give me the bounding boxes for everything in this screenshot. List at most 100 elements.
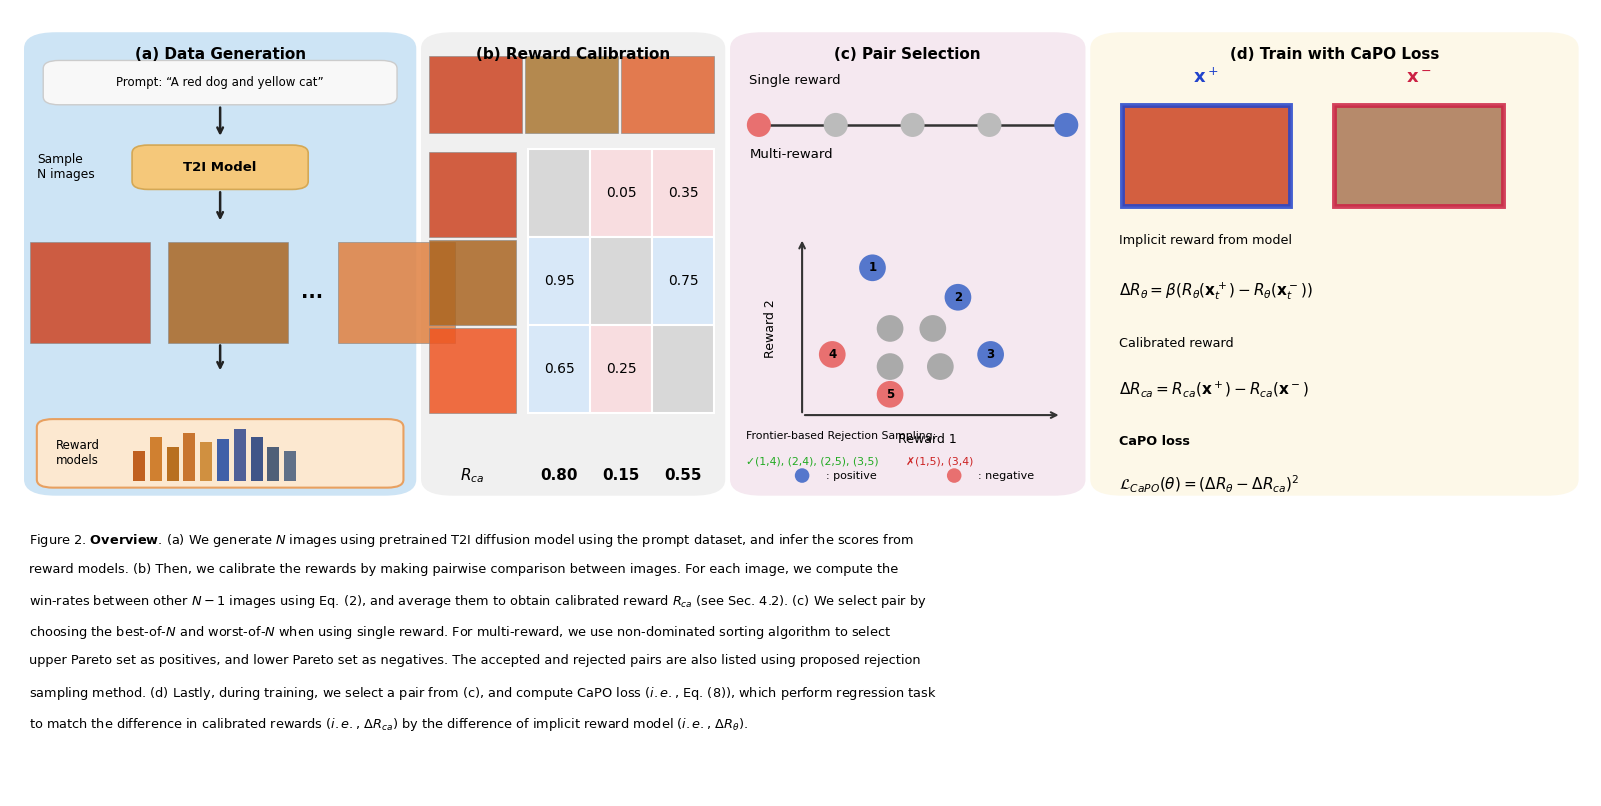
Text: 5: 5 [885,388,895,401]
Text: (a) Data Generation: (a) Data Generation [134,47,306,62]
Text: ✗(1,5), (3,4): ✗(1,5), (3,4) [906,457,973,467]
Point [877,322,903,335]
FancyBboxPatch shape [525,56,618,133]
FancyBboxPatch shape [730,32,1085,496]
Text: Multi-reward: Multi-reward [749,148,833,161]
Text: Figure 2. $\bf{Overview}$. (a) We generate $N$ images using pretrained T2I diffu: Figure 2. $\bf{Overview}$. (a) We genera… [29,532,914,549]
FancyBboxPatch shape [1121,105,1290,206]
FancyBboxPatch shape [1090,32,1579,496]
Text: 0.15: 0.15 [602,468,640,483]
Text: $R_{ca}$: $R_{ca}$ [459,466,485,485]
FancyBboxPatch shape [421,32,725,496]
Text: 0.55: 0.55 [664,468,701,483]
Point [1053,118,1079,131]
Bar [528,237,591,325]
Text: Reward 1: Reward 1 [898,433,957,446]
Text: (b) Reward Calibration: (b) Reward Calibration [475,47,671,62]
FancyBboxPatch shape [24,32,416,496]
Text: Reward
models: Reward models [56,439,99,467]
Text: $\mathcal{L}_{CaPO}(\theta) = (\Delta R_\theta - \Delta R_{ca})^2$: $\mathcal{L}_{CaPO}(\theta) = (\Delta R_… [1119,474,1300,495]
Text: Reward 2: Reward 2 [764,299,776,358]
Bar [250,437,263,481]
Text: $\Delta R_\theta = \beta(R_\theta(\mathbf{x}_t^+) - R_\theta(\mathbf{x}_t^-))$: $\Delta R_\theta = \beta(R_\theta(\mathb… [1119,280,1313,302]
Text: 0.75: 0.75 [668,274,698,288]
FancyBboxPatch shape [43,60,397,105]
Bar [216,439,229,481]
Bar [200,442,211,481]
Text: Implicit reward from model: Implicit reward from model [1119,234,1292,247]
Text: 0.35: 0.35 [668,186,698,200]
Text: CaPO loss: CaPO loss [1119,435,1190,448]
Bar [167,447,179,481]
Bar [652,325,714,413]
FancyBboxPatch shape [429,328,516,413]
FancyBboxPatch shape [429,152,516,237]
Text: reward models. (b) Then, we calibrate the rewards by making pairwise comparison : reward models. (b) Then, we calibrate th… [29,563,898,575]
Point [977,118,1002,131]
Bar [183,433,195,481]
FancyBboxPatch shape [30,242,150,343]
Text: Single reward: Single reward [749,74,841,87]
Bar [285,451,296,481]
Bar [133,451,146,481]
FancyBboxPatch shape [168,242,288,343]
Text: 1: 1 [868,261,876,274]
Bar [652,237,714,325]
FancyBboxPatch shape [133,145,309,189]
Text: sampling method. (d) Lastly, during training, we select a pair from (c), and com: sampling method. (d) Lastly, during trai… [29,685,937,702]
FancyBboxPatch shape [338,242,455,343]
Point [877,360,903,373]
Bar [267,447,279,481]
Point [945,291,970,304]
Text: 0.25: 0.25 [605,362,637,376]
Point [860,261,885,274]
Point [823,118,849,131]
Text: 2: 2 [954,291,962,304]
Point [820,348,845,361]
Bar [528,325,591,413]
Point [921,322,946,335]
Text: 0.65: 0.65 [544,362,575,376]
Point [746,118,772,131]
Bar [591,325,652,413]
Text: $\Delta R_{ca} = R_{ca}(\mathbf{x}^+) - R_{ca}(\mathbf{x}^-)$: $\Delta R_{ca} = R_{ca}(\mathbf{x}^+) - … [1119,379,1310,398]
Text: : positive: : positive [826,471,877,480]
Text: 0.80: 0.80 [541,468,578,483]
Bar [652,149,714,237]
Text: upper Pareto set as positives, and lower Pareto set as negatives. The accepted a: upper Pareto set as positives, and lower… [29,654,921,667]
Bar [528,149,591,237]
Text: : negative: : negative [978,471,1034,480]
FancyBboxPatch shape [621,56,714,133]
Point [941,469,967,482]
Text: (d) Train with CaPO Loss: (d) Train with CaPO Loss [1230,47,1439,62]
FancyBboxPatch shape [1335,105,1502,206]
Text: Sample
N images: Sample N images [37,153,94,181]
Point [978,348,1004,361]
Point [900,118,925,131]
Bar [150,437,162,481]
FancyBboxPatch shape [429,56,522,133]
Text: ...: ... [301,283,323,301]
Text: T2I Model: T2I Model [184,160,256,174]
Text: 3: 3 [986,348,994,361]
Text: $\mathbf{x}^+$: $\mathbf{x}^+$ [1193,68,1218,87]
Text: $\mathbf{x}^-$: $\mathbf{x}^-$ [1406,69,1431,87]
Text: ✓(1,4), (2,4), (2,5), (3,5): ✓(1,4), (2,4), (2,5), (3,5) [746,457,879,467]
Text: Prompt: “A red dog and yellow cat”: Prompt: “A red dog and yellow cat” [117,76,323,89]
Text: choosing the best-of-$N$ and worst-of-$N$ when using single reward. For multi-re: choosing the best-of-$N$ and worst-of-$N… [29,624,890,641]
Bar [591,237,652,325]
Text: Calibrated reward: Calibrated reward [1119,337,1234,350]
Point [927,360,953,373]
Point [789,469,815,482]
FancyBboxPatch shape [429,240,516,325]
Text: Frontier-based Rejection Sampling:: Frontier-based Rejection Sampling: [746,431,937,441]
Text: (c) Pair Selection: (c) Pair Selection [834,47,981,62]
Text: win-rates between other $N - 1$ images using Eq. (2), and average them to obtain: win-rates between other $N - 1$ images u… [29,593,927,610]
Text: 0.95: 0.95 [544,274,575,288]
FancyBboxPatch shape [37,419,403,488]
Text: 0.05: 0.05 [605,186,637,200]
Bar [591,149,652,237]
Text: 4: 4 [828,348,836,361]
Bar [234,429,247,481]
Point [877,388,903,401]
